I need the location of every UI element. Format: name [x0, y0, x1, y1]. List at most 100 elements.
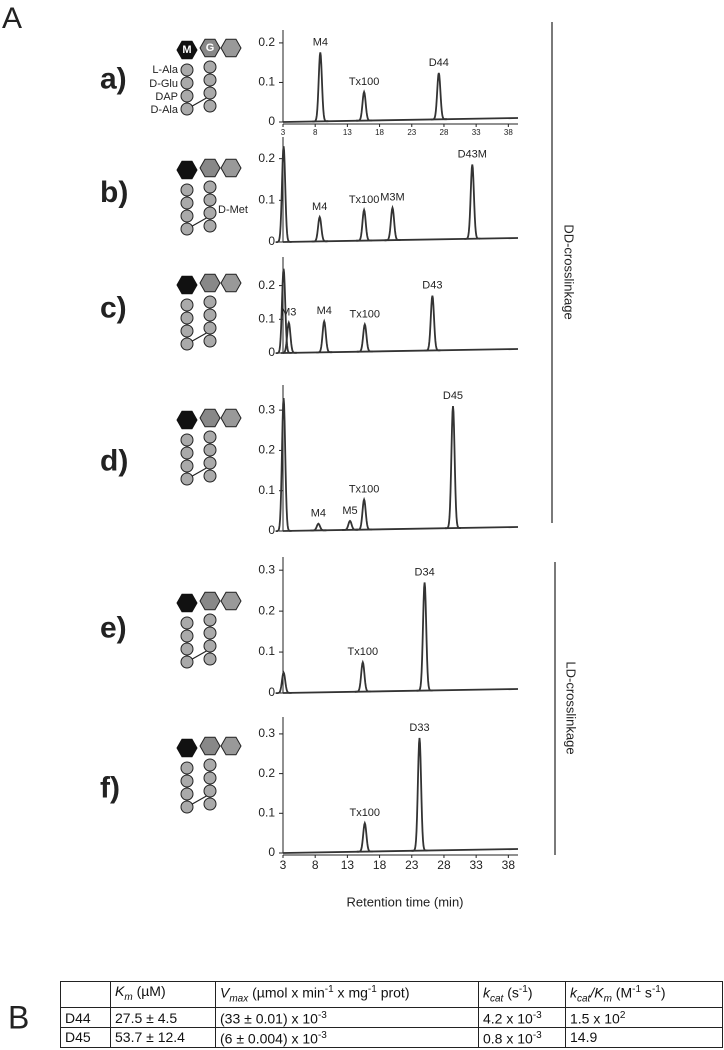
amino-acid — [180, 209, 194, 223]
y-tick-label: 0.1 — [258, 483, 275, 497]
panel-letter: b) — [100, 176, 128, 209]
cell-text: (µM) — [132, 983, 166, 1000]
amino-acid — [180, 222, 194, 236]
cell-text: -1 — [632, 984, 642, 995]
panel-letter: c) — [100, 291, 127, 324]
x-tick-label: 23 — [405, 858, 419, 872]
peak — [411, 737, 428, 852]
amino-acid — [180, 787, 194, 801]
cell-text: 27.5 ± 4.5 — [115, 1009, 178, 1026]
panel-letter: e) — [100, 611, 127, 644]
table-cell: D45 — [60, 1027, 111, 1048]
cell-text: /K — [590, 984, 604, 1001]
amino-acid — [180, 433, 194, 447]
group-label: LD-crosslinkage — [564, 661, 579, 754]
panel-label: B — [8, 999, 29, 1035]
panel-label: A — [2, 2, 22, 35]
peak — [356, 820, 373, 853]
table-cell — [60, 980, 111, 1009]
amino-acid — [180, 472, 194, 486]
cell-text: 53.7 ± 12.4 — [115, 1029, 185, 1046]
figure: A Retention time (min) DD-crosslinkage L… — [2, 2, 579, 910]
peak — [416, 582, 433, 692]
structure-label: D-Glu — [149, 78, 178, 90]
amino-acid — [180, 629, 194, 643]
peak — [356, 321, 373, 353]
sugar-hex — [199, 736, 221, 756]
peak-label: Tx100 — [349, 483, 380, 495]
amino-acid — [203, 193, 217, 207]
amino-acid — [203, 797, 217, 811]
y-tick-label: 0 — [268, 685, 275, 699]
sugar-hex — [176, 160, 198, 180]
cell-text: k — [570, 984, 577, 1001]
cell-text: 14.9 — [570, 1029, 598, 1046]
peak-label: D44 — [429, 57, 449, 69]
sugar-hex — [176, 410, 198, 430]
cell-text: 4.2 x 10 — [483, 1011, 533, 1028]
y-tick-label: 0 — [268, 523, 275, 537]
peak — [424, 295, 441, 352]
peak — [275, 670, 292, 694]
x-tick-label: 33 — [472, 128, 481, 137]
amino-acid — [180, 196, 194, 210]
sugar-hex — [199, 591, 221, 611]
x-tick-label: 23 — [407, 128, 416, 137]
cell-text: (µmol x min — [248, 984, 325, 1001]
cell-text: 2 — [619, 1010, 626, 1022]
amino-acid — [180, 102, 194, 116]
peak — [275, 146, 292, 243]
amino-acid — [180, 337, 194, 351]
peak — [310, 522, 327, 532]
x-tick-label: 18 — [375, 128, 384, 137]
y-tick-label: 0.1 — [258, 311, 275, 325]
amino-acid — [180, 63, 194, 77]
x-tick-label: 8 — [313, 128, 318, 137]
y-tick-label: 0.1 — [258, 193, 275, 207]
amino-acid — [180, 642, 194, 656]
sugar-hex — [199, 38, 221, 58]
table-cell: 4.2 x 10-3 — [478, 1007, 566, 1029]
x-tick-label: 3 — [280, 858, 287, 872]
amino-acid — [203, 219, 217, 233]
peak-label: D45 — [443, 390, 463, 402]
x-tick-label: 18 — [373, 858, 387, 872]
amino-acid — [203, 430, 217, 444]
peak — [430, 72, 447, 121]
cell-text: x mg — [333, 984, 368, 1001]
cell-text: (6 ± 0.004) x 10 — [220, 1030, 318, 1047]
sugar-hex — [220, 273, 242, 293]
table-cell: 0.8 x 10-3 — [478, 1027, 566, 1048]
y-tick-label: 0 — [268, 845, 275, 859]
peak — [355, 207, 373, 242]
cell-text: -1 — [518, 984, 528, 995]
sugar-hex — [199, 408, 221, 428]
sugar-hex — [220, 591, 242, 611]
amino-acid — [180, 324, 194, 338]
amino-acid — [203, 469, 217, 483]
sugar-hex — [220, 38, 242, 58]
amino-acid — [203, 758, 217, 772]
peak-label: M3 — [281, 307, 296, 319]
x-tick-label: 38 — [502, 858, 516, 872]
amino-acid — [203, 334, 217, 348]
table-cell: 53.7 ± 12.4 — [110, 1027, 216, 1048]
peak — [280, 320, 297, 354]
cell-text: m — [124, 992, 133, 1004]
cell-text: D45 — [65, 1029, 91, 1046]
cell-text: max — [229, 993, 249, 1005]
peak-label: D43 — [422, 280, 442, 292]
y-tick-label: 0 — [268, 345, 275, 359]
group-label: DD-crosslinkage — [562, 224, 577, 319]
peak — [312, 52, 329, 123]
y-tick-label: 0.2 — [258, 151, 275, 165]
peak-label: M4 — [317, 305, 332, 317]
amino-acid — [203, 639, 217, 653]
x-tick-label: 8 — [312, 858, 319, 872]
amino-acid — [203, 99, 217, 113]
peak-label: D43M — [458, 148, 487, 160]
x-tick-label: 33 — [469, 858, 483, 872]
amino-acid — [180, 311, 194, 325]
amino-acid — [203, 652, 217, 666]
peak — [342, 519, 358, 531]
